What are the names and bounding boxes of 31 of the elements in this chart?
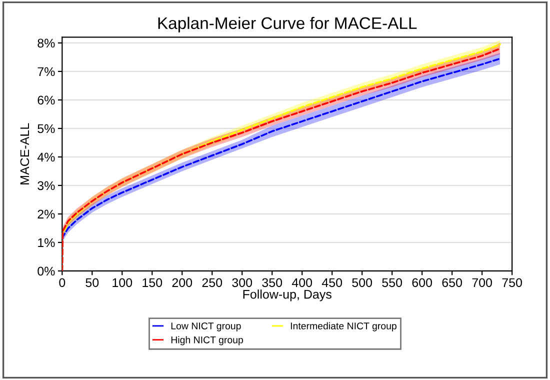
y-tick-label: 7% xyxy=(38,67,55,76)
legend-label: Low NICT group xyxy=(171,322,241,332)
x-tick-label: 100 xyxy=(112,278,132,288)
x-tick-label: 350 xyxy=(262,278,282,288)
chart-title: Kaplan-Meier Curve for MACE-ALL xyxy=(158,16,417,32)
x-tick-label: 400 xyxy=(292,278,312,288)
x-tick-label: 500 xyxy=(352,278,372,288)
y-axis-title: MACE-ALL xyxy=(20,123,30,184)
y-tick-label: 3% xyxy=(38,181,55,190)
y-tick-label: 1% xyxy=(38,238,55,248)
x-tick-label: 450 xyxy=(322,278,342,288)
x-tick-label: 0 xyxy=(59,278,66,288)
x-tick-label: 750 xyxy=(502,278,522,288)
x-tick-label: 550 xyxy=(382,278,402,288)
y-tick-label: 2% xyxy=(38,210,55,219)
x-axis-title: Follow-up, Days xyxy=(243,290,332,302)
x-tick-label: 700 xyxy=(472,278,492,288)
y-tick-label: 6% xyxy=(38,96,55,105)
y-tick-label: 5% xyxy=(38,124,55,134)
legend-label: Intermediate NICT group xyxy=(290,322,396,332)
x-tick-label: 650 xyxy=(442,278,462,288)
y-tick-label: 4% xyxy=(37,152,55,162)
y-tick-label: 8% xyxy=(38,38,55,48)
y-tick-label: 0% xyxy=(38,266,55,276)
x-tick-label: 250 xyxy=(202,278,222,288)
legend-label: High NICT group xyxy=(171,336,243,346)
x-tick-label: 50 xyxy=(86,278,99,288)
x-tick-label: 300 xyxy=(232,278,252,288)
x-tick-label: 150 xyxy=(142,278,162,288)
x-tick-label: 200 xyxy=(172,278,192,288)
x-tick-label: 600 xyxy=(412,278,432,288)
